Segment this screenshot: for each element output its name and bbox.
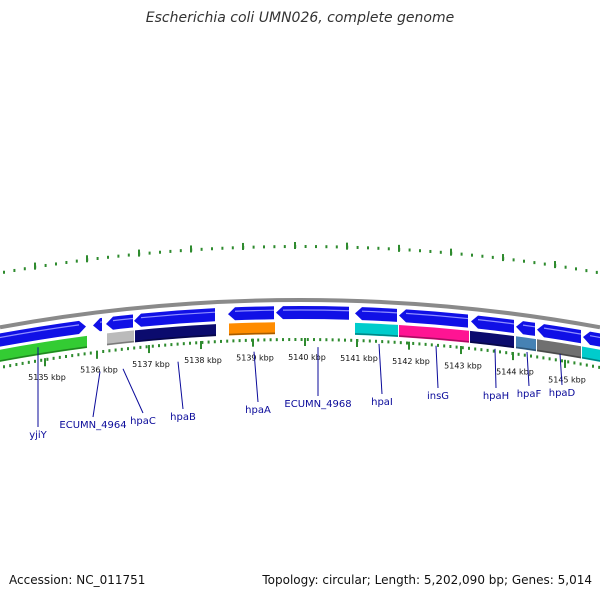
gene-feature-bar <box>537 339 581 359</box>
gene-feature-shadow <box>469 341 515 348</box>
gene-arrow <box>471 315 514 334</box>
leader-line <box>494 348 497 389</box>
kbp-label: 5141 kbp <box>340 354 378 363</box>
kbp-label: 5140 kbp <box>288 353 326 362</box>
gene-feature-shadow <box>228 332 276 336</box>
leader-line <box>559 353 563 386</box>
gene-feature-bar <box>0 335 87 362</box>
gene-feature-shadow <box>581 356 600 362</box>
gene-labels: yjiY ECUMN_4964 hpaC hpaB hpaA ECUMN_4968 hpaI… <box>29 388 575 441</box>
gene-arrow-highlight <box>282 309 350 312</box>
leader-line <box>378 343 383 395</box>
kbp-label: 5144 kbp <box>496 367 534 376</box>
gene-arrow-highlight <box>0 324 80 339</box>
genome-backbone <box>0 297 600 330</box>
gene-feature-shadow <box>536 349 582 359</box>
kbp-label: 5135 kbp <box>28 373 66 382</box>
gene-feature-bar <box>229 322 275 336</box>
gene-feature-shadow <box>0 346 88 362</box>
topology-text: Topology: circular; Length: 5,202,090 bp… <box>262 573 592 587</box>
gene-feature-bar <box>135 324 216 343</box>
gene-feature-shadow <box>106 340 135 346</box>
gene-feature-bar <box>399 324 469 343</box>
accession-text: Accession: NC_011751 <box>9 573 146 587</box>
gene-feature-bar <box>107 330 134 346</box>
leader-line <box>253 351 259 403</box>
leader-lines <box>37 343 563 427</box>
kbp-label: 5138 kbp <box>184 356 222 365</box>
gene-arrow-highlight <box>112 317 134 322</box>
gene-arrow <box>276 305 349 320</box>
gene-label-hpad[interactable]: hpaD <box>549 388 576 399</box>
gene-feature-bar <box>582 346 600 362</box>
major-ticks-top <box>34 242 556 270</box>
kbp-label: 5142 kbp <box>392 357 430 366</box>
kbp-label: 5143 kbp <box>444 361 482 370</box>
gene-arrow-highlight <box>589 335 600 339</box>
gene-feature-bar <box>355 322 398 337</box>
minor-ticks-bottom <box>3 338 600 369</box>
gene-feature-bar <box>516 336 536 352</box>
gene-arrow <box>583 331 600 347</box>
kbp-label: 5145 kbp <box>548 375 586 384</box>
gene-arrow <box>106 314 133 330</box>
gene-label-ecumn_4968[interactable]: ECUMN_4968 <box>284 399 351 410</box>
gene-label-yjiy[interactable]: yjiY <box>29 430 47 441</box>
kbp-label: 5137 kbp <box>132 360 170 369</box>
gene-arrow-highlight <box>234 309 275 312</box>
gene-label-hpah[interactable]: hpaH <box>483 391 509 402</box>
gene-arrow-highlight <box>522 324 536 328</box>
feature-bars <box>0 322 600 362</box>
gene-arrow-highlight <box>140 311 216 319</box>
gene-feature-shadow <box>134 334 217 343</box>
gene-arrow <box>228 306 274 321</box>
leader-line <box>92 371 101 418</box>
gene-arrow-highlight <box>543 327 582 335</box>
gene-label-insg[interactable]: insG <box>427 391 449 402</box>
gene-arrow <box>516 321 535 336</box>
gene-feature-shadow <box>398 335 470 343</box>
gene-arrow <box>93 317 102 332</box>
gene-feature-shadow <box>515 346 537 351</box>
gene-label-hpaa[interactable]: hpaA <box>245 405 271 416</box>
gene-arrow <box>399 309 468 328</box>
major-ticks-bottom <box>44 338 566 368</box>
gene-arrow <box>355 307 397 322</box>
strand-arrows <box>0 305 600 347</box>
kbp-label: 5136 kbp <box>80 366 118 375</box>
gene-feature-bar <box>470 330 514 349</box>
leader-line <box>122 368 144 414</box>
leader-line <box>526 351 530 387</box>
page-title: Escherichia coli UMN026, complete genome <box>145 10 455 26</box>
gene-arrow-highlight <box>361 310 398 314</box>
gene-label-hpac[interactable]: hpaC <box>130 416 156 427</box>
gene-label-ecumn_4964[interactable]: ECUMN_4964 <box>59 420 126 431</box>
minor-ticks-top <box>3 245 598 274</box>
gene-label-hpaf[interactable]: hpaF <box>517 389 542 400</box>
gene-label-hpab[interactable]: hpaB <box>170 412 196 423</box>
gene-label-hpai[interactable]: hpaI <box>371 397 393 408</box>
leader-line <box>177 361 184 410</box>
gene-arrow-highlight <box>477 319 515 325</box>
leader-line <box>435 345 439 389</box>
gene-arrow-highlight <box>405 312 469 320</box>
gene-feature-shadow <box>354 333 399 337</box>
